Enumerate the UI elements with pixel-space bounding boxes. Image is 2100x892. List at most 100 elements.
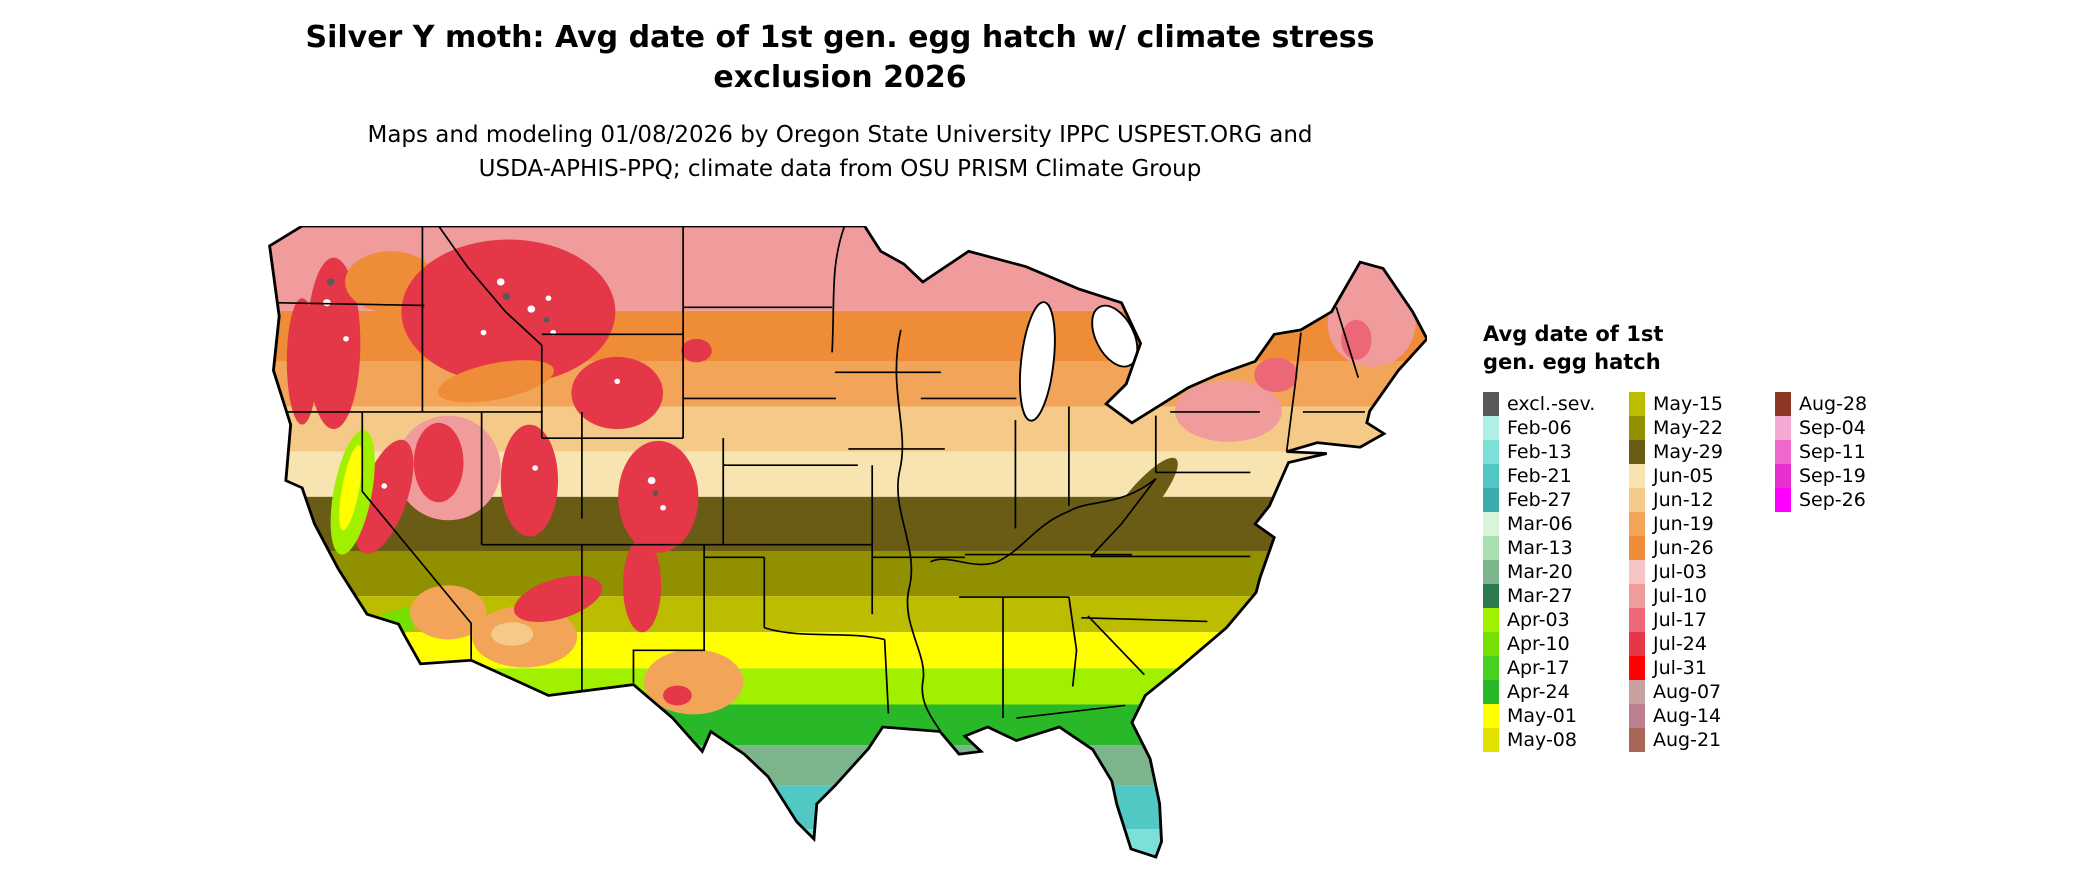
legend-entry: Sep-04: [1775, 416, 1921, 440]
snow-cap-speck: [545, 295, 552, 301]
legend-entry: Apr-03: [1483, 608, 1629, 632]
snow-cap-speck: [496, 278, 505, 286]
legend-label: Sep-04: [1799, 417, 1866, 439]
exclusion-severe-speck: [543, 317, 550, 323]
legend-label: Aug-28: [1799, 393, 1868, 415]
legend-entry: Mar-06: [1483, 512, 1629, 536]
legend-label: May-01: [1507, 705, 1577, 727]
legend-swatch: [1629, 464, 1645, 488]
legend-title: Avg date of 1st gen. egg hatch: [1483, 320, 1983, 376]
legend-entry: Jun-26: [1629, 536, 1775, 560]
legend-label: Aug-14: [1653, 705, 1722, 727]
map-color-band: [269, 704, 1427, 746]
legend-label: Apr-10: [1507, 633, 1570, 655]
legend-label: Apr-24: [1507, 681, 1570, 703]
legend-entry: May-15: [1629, 392, 1775, 416]
map-layers: [269, 226, 1427, 858]
legend-label: May-22: [1653, 417, 1723, 439]
us-map: [262, 226, 1427, 876]
northern-rockies-patch: [401, 239, 616, 384]
legend-entry: Feb-13: [1483, 440, 1629, 464]
legend-entry: Sep-26: [1775, 488, 1921, 512]
legend-swatch: [1629, 512, 1645, 536]
legend-swatch: [1629, 680, 1645, 704]
mojave-desert-patch: [410, 585, 487, 640]
legend-swatch: [1483, 584, 1499, 608]
title-line-1: Silver Y moth: Avg date of 1st gen. egg …: [305, 20, 1375, 55]
state-border-line: [883, 639, 890, 714]
legend-entry: Apr-17: [1483, 656, 1629, 680]
snow-cap-speck: [527, 305, 536, 313]
legend-label: Mar-27: [1507, 585, 1573, 607]
legend-label: Jul-03: [1653, 561, 1707, 583]
wasatch-range-patch: [500, 424, 559, 537]
legend-columns: excl.-sev. Feb-06 Feb-13 Feb-21 Feb-27 Mar-06…: [1483, 392, 1983, 752]
legend-title-line-1: Avg date of 1st: [1483, 322, 1664, 346]
legend-entry: Mar-13: [1483, 536, 1629, 560]
legend-entry: Sep-19: [1775, 464, 1921, 488]
adirondacks-patch: [1254, 357, 1299, 393]
legend-swatch: [1629, 608, 1645, 632]
legend-label: Mar-06: [1507, 513, 1573, 535]
legend-label: Jun-19: [1653, 513, 1714, 535]
map-color-band: [269, 668, 1427, 705]
legend-label: Jun-12: [1653, 489, 1714, 511]
legend-label: Mar-13: [1507, 537, 1573, 559]
snow-cap-speck: [323, 299, 331, 307]
legend-swatch: [1629, 440, 1645, 464]
state-border-line: [437, 226, 543, 346]
map-subtitle: Maps and modeling 01/08/2026 by Oregon S…: [0, 118, 1680, 186]
legend-label: Feb-27: [1507, 489, 1572, 511]
legend-entry: May-01: [1483, 704, 1629, 728]
state-border-line: [1335, 307, 1360, 378]
legend-entry: Mar-20: [1483, 560, 1629, 584]
state-border-line: [1090, 478, 1157, 557]
legend-label: May-29: [1653, 441, 1723, 463]
legend-entry: Feb-21: [1483, 464, 1629, 488]
state-border-line: [930, 478, 1157, 566]
legend-swatch: [1629, 632, 1645, 656]
state-border-line: [1081, 616, 1208, 623]
state-borders: [271, 226, 1365, 734]
legend-label: Apr-03: [1507, 609, 1570, 631]
snake-river-plain-patch: [437, 360, 555, 403]
black-hills-patch: [681, 338, 712, 363]
legend-swatch: [1483, 416, 1499, 440]
legend-label: excl.-sev.: [1507, 393, 1596, 415]
wyoming-ranges-patch: [571, 356, 664, 430]
lake-michigan: [1019, 301, 1056, 422]
legend-label: Apr-17: [1507, 657, 1570, 679]
legend-entry: Apr-24: [1483, 680, 1629, 704]
legend-swatch: [1629, 560, 1645, 584]
snow-cap-speck: [480, 329, 487, 336]
legend-swatch: [1775, 488, 1791, 512]
legend-entry: Jul-03: [1629, 560, 1775, 584]
legend-swatch: [1483, 608, 1499, 632]
state-border-line: [361, 411, 472, 661]
legend-entry: Jul-10: [1629, 584, 1775, 608]
snow-cap-speck: [647, 476, 656, 485]
exclusion-severe-speck: [652, 490, 659, 496]
legend-entry: Jul-31: [1629, 656, 1775, 680]
legend-entry: Aug-21: [1629, 728, 1775, 752]
legend-swatch: [1483, 512, 1499, 536]
subtitle-line-2: USDA-APHIS-PPQ; climate data from OSU PR…: [478, 156, 1202, 182]
subtitle-line-1: Maps and modeling 01/08/2026 by Oregon S…: [367, 122, 1313, 148]
legend-swatch: [1483, 704, 1499, 728]
legend-label: Sep-26: [1799, 489, 1866, 511]
legend-entry: Mar-27: [1483, 584, 1629, 608]
snow-cap-speck: [614, 378, 621, 384]
legend-column-3: Aug-28 Sep-04 Sep-11 Sep-19 Sep-26: [1775, 392, 1921, 512]
map-color-band: [269, 829, 1427, 858]
legend-label: Feb-13: [1507, 441, 1572, 463]
new-mexico-ranges-patch: [622, 538, 662, 633]
legend-swatch: [1629, 416, 1645, 440]
legend-swatch: [1483, 728, 1499, 752]
legend-swatch: [1483, 440, 1499, 464]
state-border-line: [1068, 596, 1078, 687]
legend-swatch: [1483, 656, 1499, 680]
map-color-band: [269, 745, 1427, 786]
legend-swatch: [1775, 416, 1791, 440]
legend-swatch: [1483, 632, 1499, 656]
